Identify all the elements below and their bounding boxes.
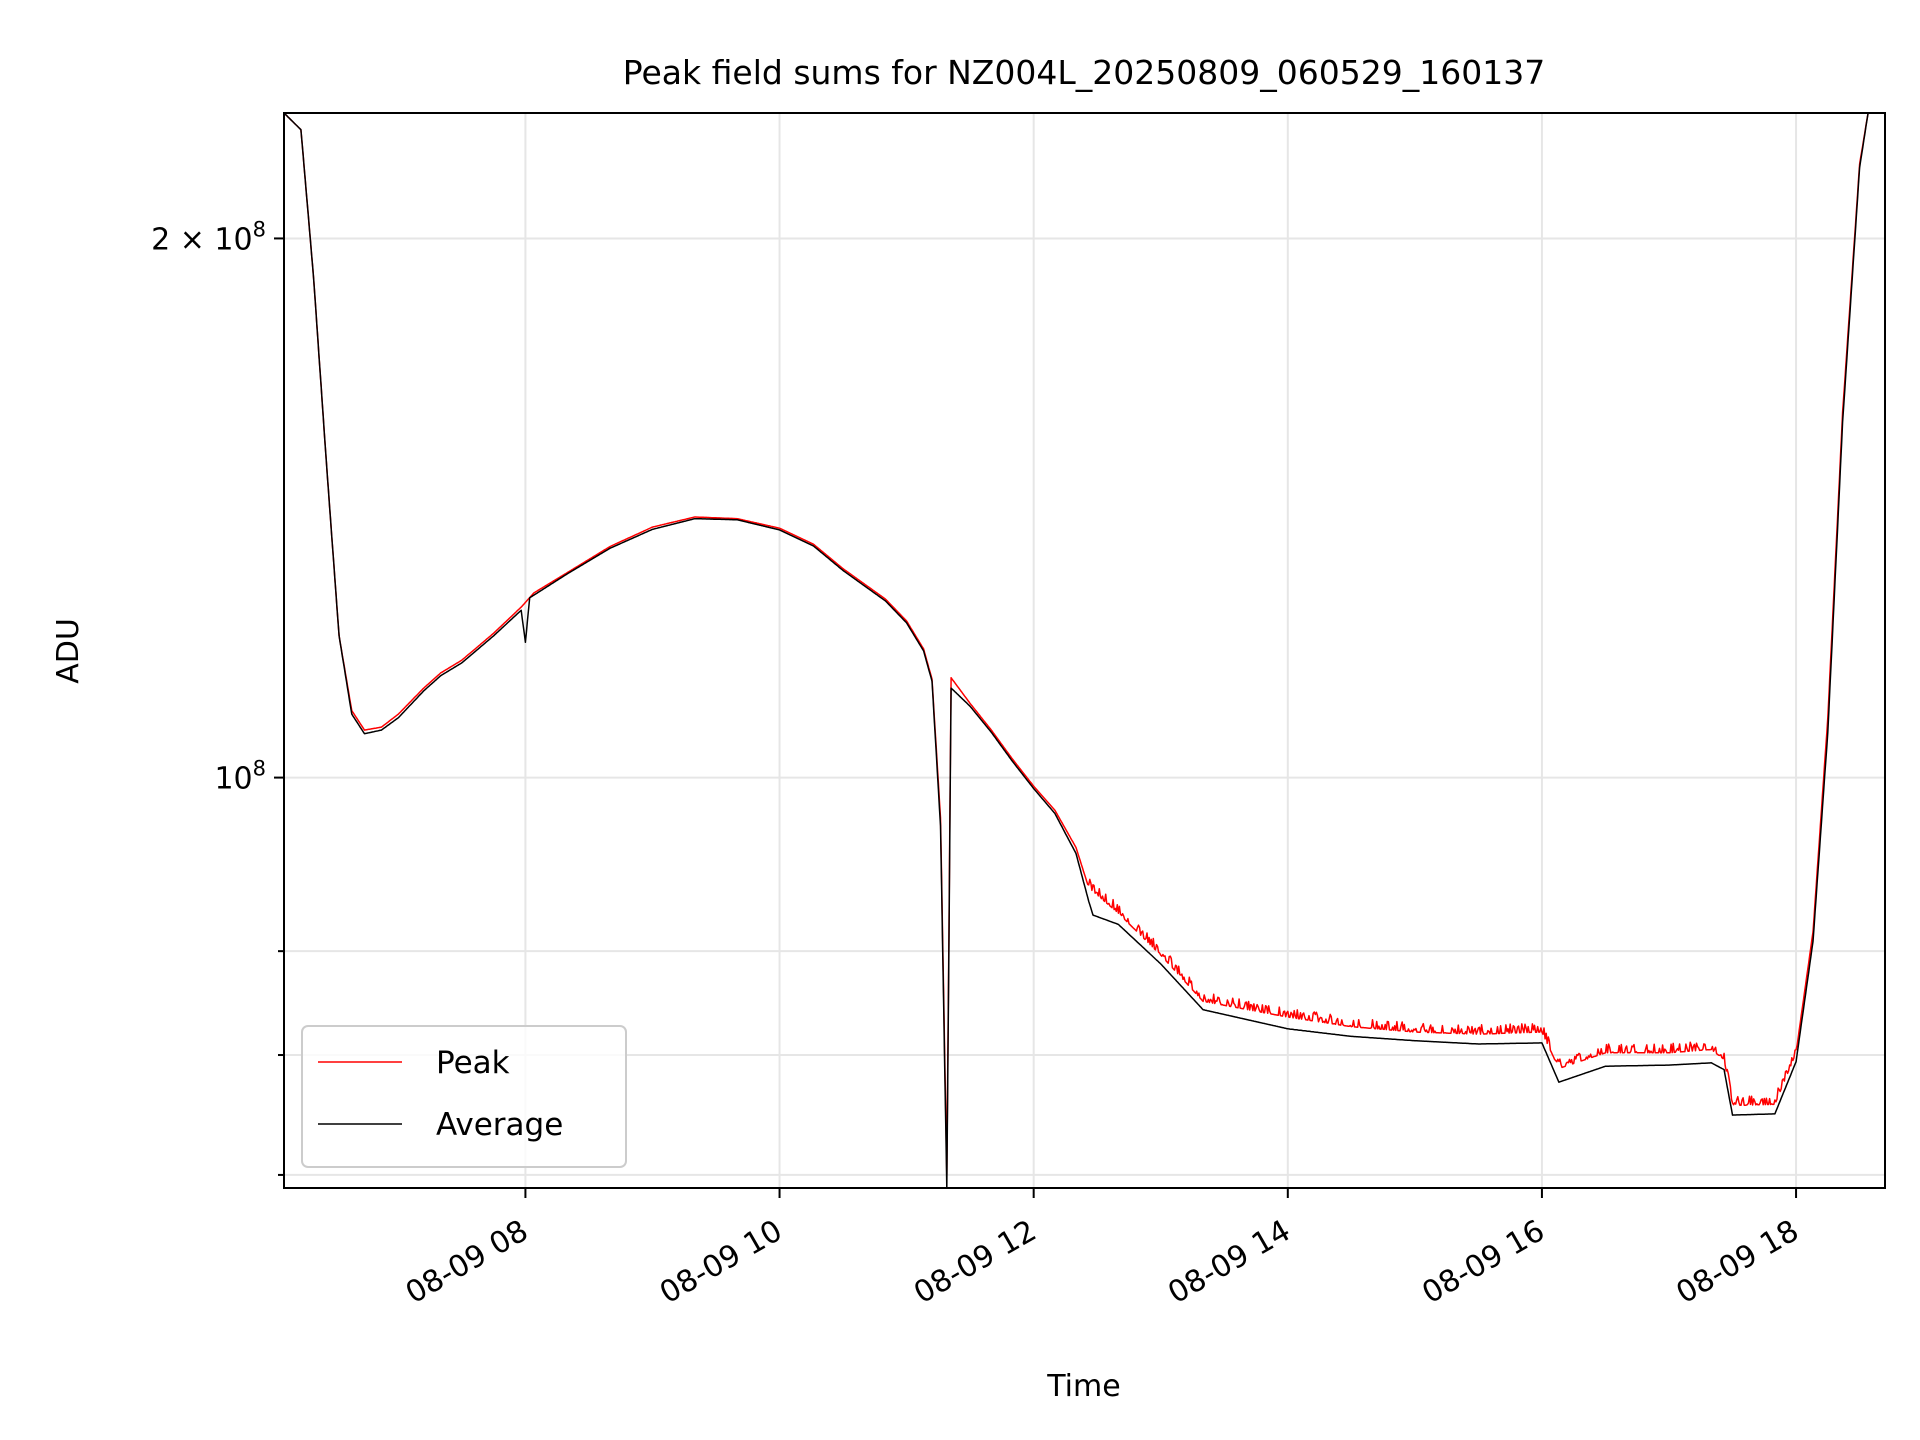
grid-lines	[284, 113, 1885, 1188]
x-axis-label: Time	[1046, 1369, 1120, 1404]
y-tick-label: 2 × 108	[151, 217, 266, 257]
series-layer	[284, 113, 1885, 1188]
series-line-average	[284, 113, 1885, 1188]
y-tick-label: 108	[214, 757, 266, 797]
legend-label-average: Average	[436, 1107, 563, 1143]
chart-title: Peak field sums for NZ004L_20250809_0605…	[623, 53, 1545, 92]
legend: Peak Average	[301, 1025, 627, 1168]
y-axis-label: ADU	[51, 618, 86, 684]
y-axis-ticks: 108 2 × 108	[151, 217, 284, 1176]
legend-label-peak: Peak	[436, 1045, 510, 1081]
series-line-peak	[284, 113, 1885, 1176]
plot-frame	[283, 112, 1886, 1189]
